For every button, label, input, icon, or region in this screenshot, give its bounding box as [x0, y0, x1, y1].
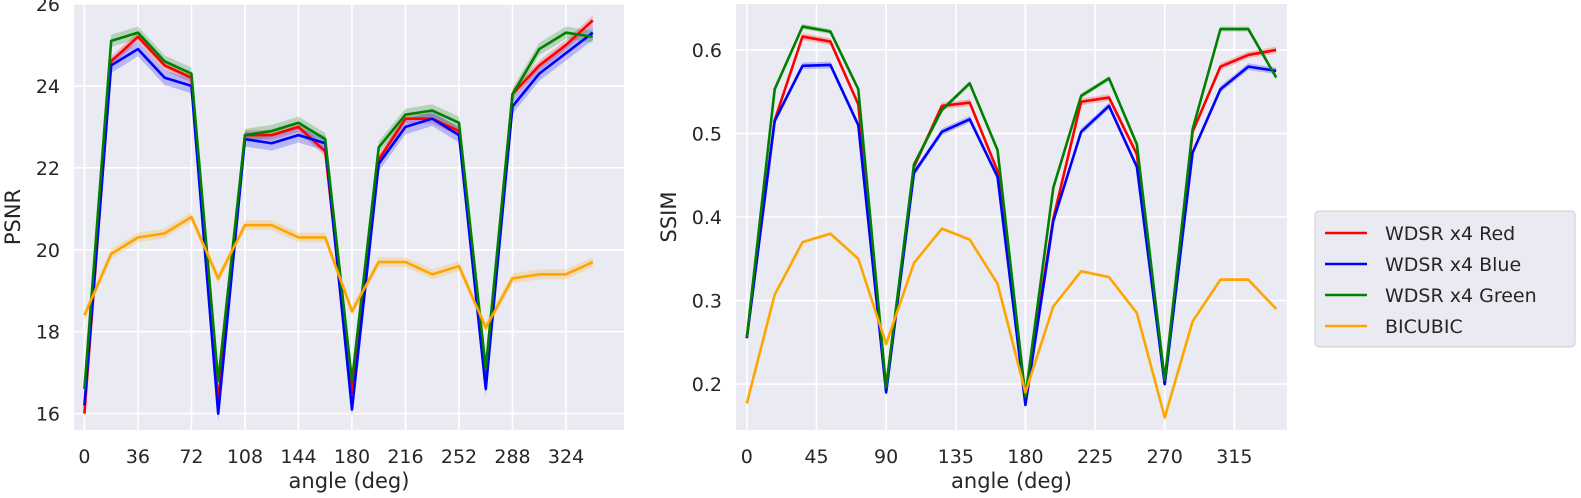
legend-label-bicubic: BICUBIC — [1385, 316, 1463, 338]
psnr-x-tick-label: 216 — [387, 446, 423, 468]
ssim-x-tick-label: 90 — [874, 446, 898, 468]
ssim-chart: 0 45 90 135 180 225 270 315 0.2 0.3 0.4 0.5 0.6 angle… — [657, 4, 1287, 493]
ssim-y-tick-label: 0.2 — [692, 374, 722, 396]
psnr-y-tick-label: 18 — [36, 322, 60, 344]
psnr-x-tick-label: 36 — [126, 446, 150, 468]
ssim-x-axis-label: angle (deg) — [951, 469, 1072, 493]
legend-label-wdsr-x4-blue: WDSR x4 Blue — [1385, 254, 1521, 276]
psnr-line-bicubic — [83, 215, 594, 329]
psnr-x-tick-label: 144 — [280, 446, 316, 468]
ssim-y-tick-label: 0.6 — [692, 40, 722, 62]
legend-box — [1314, 210, 1576, 348]
ssim-y-tick-label: 0.4 — [692, 207, 722, 229]
psnr-line-wdsr-x4-green — [83, 31, 593, 390]
psnr-y-tick-label: 26 — [36, 0, 60, 16]
psnr-y-tick-label: 16 — [36, 404, 60, 426]
legend: WDSR x4 Red WDSR x4 Blue WDSR x4 Green BICU… — [1314, 210, 1576, 348]
ssim-x-tick-label: 315 — [1216, 446, 1252, 468]
ssim-y-tick-label: 0.3 — [692, 291, 722, 313]
ssim-y-axis-label: SSIM — [657, 192, 681, 243]
psnr-chart: 0 36 72 108 144 180 216 252 288 324 16 18 20 22 24 26 an… — [1, 0, 624, 493]
legend-label-wdsr-x4-red: WDSR x4 Red — [1385, 223, 1515, 245]
psnr-x-axis-label: angle (deg) — [289, 469, 410, 493]
psnr-y-tick-label: 24 — [36, 76, 60, 98]
ssim-x-tick-label: 270 — [1147, 446, 1183, 468]
psnr-x-tick-label: 0 — [78, 446, 90, 468]
ssim-x-tick-label: 135 — [938, 446, 974, 468]
ssim-y-tick-label: 0.5 — [692, 123, 722, 145]
ssim-line-wdsr-x4-green — [745, 25, 1278, 398]
legend-label-wdsr-x4-green: WDSR x4 Green — [1385, 285, 1537, 307]
psnr-x-tick-label: 108 — [227, 446, 263, 468]
ssim-line-wdsr-x4-blue — [745, 63, 1277, 407]
psnr-x-tick-label: 288 — [494, 446, 530, 468]
psnr-x-tick-label: 324 — [548, 446, 584, 468]
ssim-line-bicubic — [745, 227, 1278, 419]
ssim-x-tick-label: 225 — [1077, 446, 1113, 468]
ssim-x-tick-label: 0 — [741, 446, 753, 468]
ssim-x-tick-label: 180 — [1007, 446, 1043, 468]
psnr-x-tick-label: 252 — [441, 446, 477, 468]
psnr-x-tick-label: 72 — [179, 446, 203, 468]
psnr-y-tick-label: 22 — [36, 158, 60, 180]
ssim-x-tick-label: 45 — [804, 446, 828, 468]
psnr-y-tick-label: 20 — [36, 240, 60, 262]
psnr-y-axis-label: PSNR — [1, 189, 25, 245]
psnr-x-tick-label: 180 — [334, 446, 370, 468]
